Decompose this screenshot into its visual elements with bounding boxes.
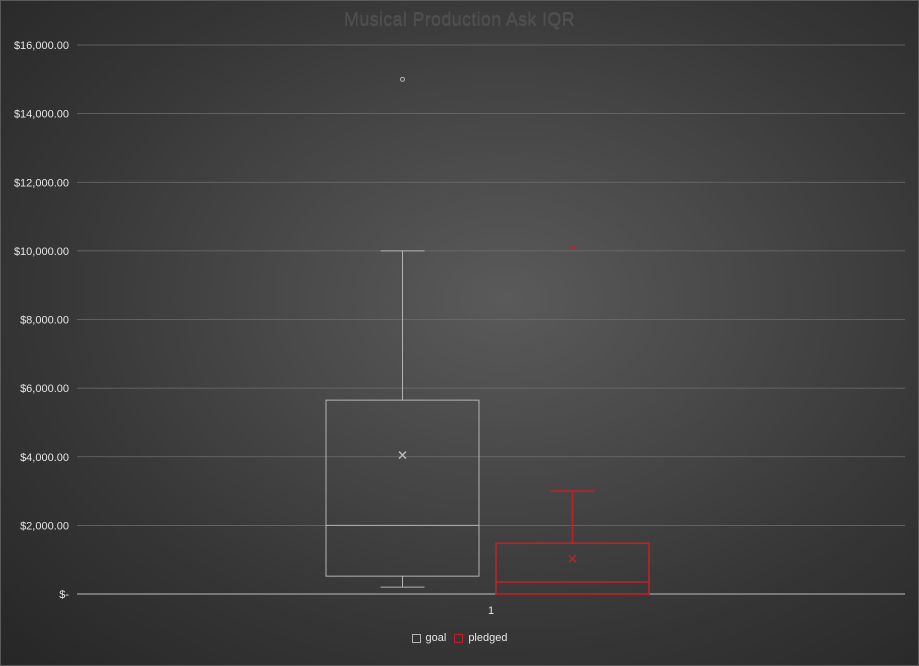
legend-label-goal: goal bbox=[425, 632, 447, 644]
legend-swatch-pledged bbox=[454, 633, 464, 643]
legend-swatch-goal bbox=[411, 633, 421, 643]
legend-item-pledged[interactable]: pledged bbox=[454, 632, 507, 644]
goal-outlier bbox=[400, 76, 405, 82]
y-tick-label: $10,000.00 bbox=[14, 246, 69, 258]
y-tick-label: $12,000.00 bbox=[14, 177, 69, 189]
y-tick-label: $6,000.00 bbox=[20, 383, 69, 395]
y-tick-label: $2,000.00 bbox=[20, 520, 69, 532]
y-tick-label: $16,000.00 bbox=[14, 40, 69, 52]
y-tick-label: $4,000.00 bbox=[20, 452, 69, 464]
goal-box bbox=[325, 399, 480, 577]
pledged-outlier bbox=[570, 244, 575, 250]
y-tick-label: $- bbox=[59, 589, 69, 601]
legend-item-goal[interactable]: goal bbox=[411, 632, 447, 644]
chart-title: Musical Production Ask IQR bbox=[344, 9, 575, 29]
x-tick-label: 1 bbox=[488, 605, 494, 617]
y-tick-label: $14,000.00 bbox=[14, 109, 69, 121]
legend-label-pledged: pledged bbox=[468, 632, 508, 644]
legend: goal pledged bbox=[1, 632, 918, 644]
pledged-mean-marker bbox=[568, 554, 577, 563]
goal-mean-marker bbox=[398, 451, 407, 460]
pledged-box bbox=[495, 542, 650, 595]
y-tick-label: $8,000.00 bbox=[20, 315, 69, 327]
